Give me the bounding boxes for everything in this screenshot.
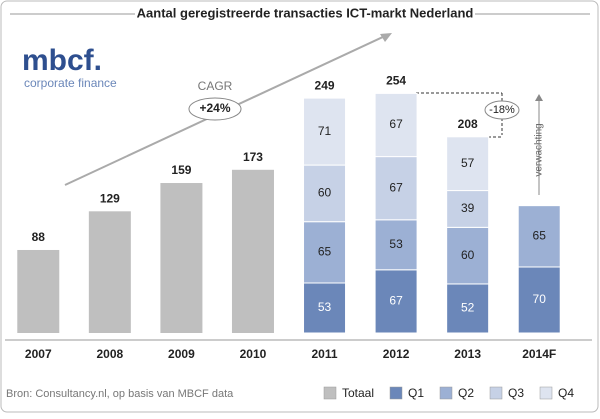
title-bg xyxy=(135,4,475,24)
bar-segment xyxy=(303,97,347,166)
bar-segment xyxy=(446,136,490,192)
value-label: 52 xyxy=(461,301,475,315)
forecast-label: verwachting xyxy=(534,123,545,176)
value-label: 159 xyxy=(171,163,191,177)
x-tick-label: 2008 xyxy=(96,347,123,361)
legend-label: Q2 xyxy=(458,386,474,400)
source: Bron: Consultancy.nl, op basis van MBCF … xyxy=(6,388,234,400)
value-label: 67 xyxy=(389,117,403,131)
forecast-arrowhead xyxy=(535,94,543,101)
x-tick-label: 2010 xyxy=(240,347,267,361)
change-bubble xyxy=(484,100,520,120)
bar-segment xyxy=(374,92,418,158)
bar-segment xyxy=(303,221,347,284)
value-label: 173 xyxy=(243,150,263,164)
legend-label: Q3 xyxy=(508,386,524,400)
bar-segment xyxy=(231,169,274,333)
value-label: 53 xyxy=(318,300,332,314)
value-label: 70 xyxy=(533,292,547,306)
bar-segment xyxy=(517,266,561,334)
value-label: 71 xyxy=(318,124,332,138)
legend-swatch xyxy=(439,386,453,400)
bar-segment xyxy=(88,211,131,333)
bar-segment xyxy=(517,205,561,268)
x-tick-label: 2007 xyxy=(25,347,52,361)
value-label: 88 xyxy=(32,230,46,244)
value-label: 67 xyxy=(389,180,403,194)
cagr-label: CAGR xyxy=(198,79,233,93)
value-label: 60 xyxy=(461,248,475,262)
bar-segment xyxy=(374,269,418,334)
total-label: 254 xyxy=(386,74,406,88)
value-label: 65 xyxy=(533,228,547,242)
legend-swatch xyxy=(539,386,553,400)
bar-segment xyxy=(374,156,418,221)
value-label: 57 xyxy=(461,156,475,170)
total-label: 208 xyxy=(458,117,478,131)
x-tick-label: 2014F xyxy=(522,347,556,361)
value-label: 53 xyxy=(389,237,403,251)
bar-segment xyxy=(303,282,347,334)
logo: mbcf. xyxy=(22,44,102,77)
bar-segment xyxy=(17,249,60,333)
legend-swatch xyxy=(323,386,337,400)
x-tick-label: 2009 xyxy=(168,347,195,361)
legend-swatch xyxy=(389,386,403,400)
legend-swatch xyxy=(489,386,503,400)
logo-subtitle: corporate finance xyxy=(24,76,117,90)
x-tick-label: 2012 xyxy=(383,347,410,361)
legend-label: Q1 xyxy=(408,386,424,400)
chart-title: Aantal geregistreerde transacties ICT-ma… xyxy=(137,5,474,20)
cagr-value: +24% xyxy=(199,101,230,115)
bar-segment xyxy=(303,164,347,223)
bar-segment xyxy=(446,190,490,228)
bar-segment xyxy=(446,226,490,285)
bar-segment xyxy=(160,183,203,333)
value-label: 60 xyxy=(318,186,332,200)
change-value: -18% xyxy=(489,104,515,116)
legend-label: Totaal xyxy=(342,386,374,400)
value-label: 67 xyxy=(389,294,403,308)
cagr-arrowhead xyxy=(380,33,392,42)
total-label: 249 xyxy=(315,78,335,92)
legend-label: Q4 xyxy=(558,386,574,400)
x-tick-label: 2011 xyxy=(312,347,338,361)
bar-segment xyxy=(446,283,490,334)
value-label: 39 xyxy=(461,201,475,215)
cagr-bubble xyxy=(188,97,242,121)
value-label: 65 xyxy=(318,245,332,259)
x-tick-label: 2013 xyxy=(454,347,481,361)
value-label: 129 xyxy=(100,191,120,205)
